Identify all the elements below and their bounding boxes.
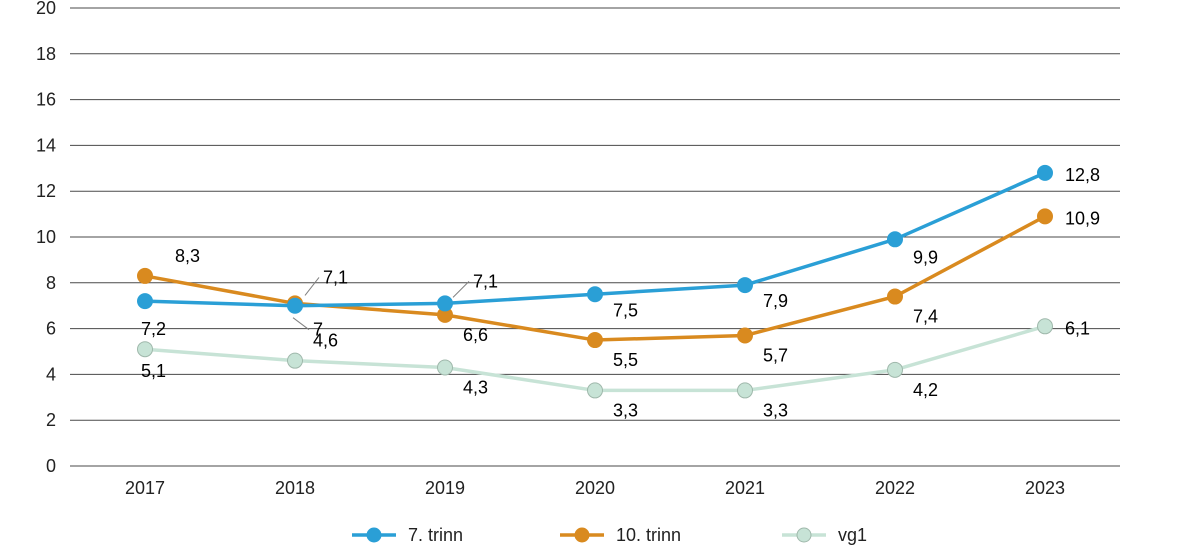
series-marker (888, 289, 903, 304)
data-label: 7,1 (473, 271, 498, 291)
series-marker (1038, 209, 1053, 224)
series-marker (738, 278, 753, 293)
x-axis: 2017 2018 2019 2020 2021 2022 2023 (125, 478, 1065, 498)
y-tick-label: 4 (46, 364, 56, 384)
data-label: 6,1 (1065, 318, 1090, 338)
y-tick-label: 20 (36, 0, 56, 18)
x-tick-label: 2023 (1025, 478, 1065, 498)
legend-label: 10. trinn (616, 525, 681, 545)
y-tick-label: 12 (36, 181, 56, 201)
x-tick-label: 2021 (725, 478, 765, 498)
y-tick-label: 18 (36, 44, 56, 64)
series-line-s1 (145, 173, 1045, 306)
data-label: 6,6 (463, 325, 488, 345)
series-line-s2 (145, 216, 1045, 340)
y-tick-label: 14 (36, 135, 56, 155)
series-marker (588, 287, 603, 302)
series-marker (288, 298, 303, 313)
y-tick-label: 8 (46, 273, 56, 293)
series-marker (438, 296, 453, 311)
line-chart: 0 2 4 6 8 10 12 14 16 18 20 2017 2018 2019 2020 2021 202… (0, 0, 1200, 558)
data-label: 7,5 (613, 300, 638, 320)
series-marker (888, 362, 903, 377)
data-label: 7 (313, 320, 323, 340)
series-marker (1038, 165, 1053, 180)
x-tick-label: 2017 (125, 478, 165, 498)
x-tick-label: 2020 (575, 478, 615, 498)
series-marker (588, 333, 603, 348)
leader-line (305, 277, 319, 295)
legend-marker (575, 528, 589, 542)
series-marker (138, 268, 153, 283)
data-label: 3,3 (763, 400, 788, 420)
data-label: 3,3 (613, 400, 638, 420)
y-tick-label: 6 (46, 319, 56, 339)
data-label: 5,1 (141, 361, 166, 381)
series-marker (138, 294, 153, 309)
legend-marker (797, 528, 811, 542)
legend-label: vg1 (838, 525, 867, 545)
grid: 0 2 4 6 8 10 12 14 16 18 20 (36, 0, 1120, 476)
series-marker (588, 383, 603, 398)
legend-marker (367, 528, 381, 542)
leader-line (453, 281, 469, 297)
data-label: 7,4 (913, 307, 938, 327)
series-marker (438, 360, 453, 375)
series-marker (888, 232, 903, 247)
y-tick-label: 10 (36, 227, 56, 247)
data-label: 7,9 (763, 291, 788, 311)
series-marker (738, 383, 753, 398)
data-label: 9,9 (913, 247, 938, 267)
x-tick-label: 2019 (425, 478, 465, 498)
data-label: 12,8 (1065, 165, 1100, 185)
data-label: 8,3 (175, 246, 200, 266)
series-marker (738, 328, 753, 343)
x-tick-label: 2022 (875, 478, 915, 498)
leader-line (293, 318, 309, 330)
data-label: 10,9 (1065, 208, 1100, 228)
data-label: 5,5 (613, 350, 638, 370)
series-marker (138, 342, 153, 357)
x-tick-label: 2018 (275, 478, 315, 498)
y-tick-label: 2 (46, 410, 56, 430)
series-marker (288, 353, 303, 368)
data-label: 5,7 (763, 345, 788, 365)
series-group (138, 165, 1053, 398)
legend-label: 7. trinn (408, 525, 463, 545)
data-label: 7,1 (323, 267, 348, 287)
data-label: 7,2 (141, 319, 166, 339)
data-label: 4,2 (913, 380, 938, 400)
series-marker (1038, 319, 1053, 334)
legend: 7. trinn 10. trinn vg1 (352, 525, 867, 545)
data-label: 4,3 (463, 378, 488, 398)
y-tick-label: 16 (36, 90, 56, 110)
y-tick-label: 0 (46, 456, 56, 476)
